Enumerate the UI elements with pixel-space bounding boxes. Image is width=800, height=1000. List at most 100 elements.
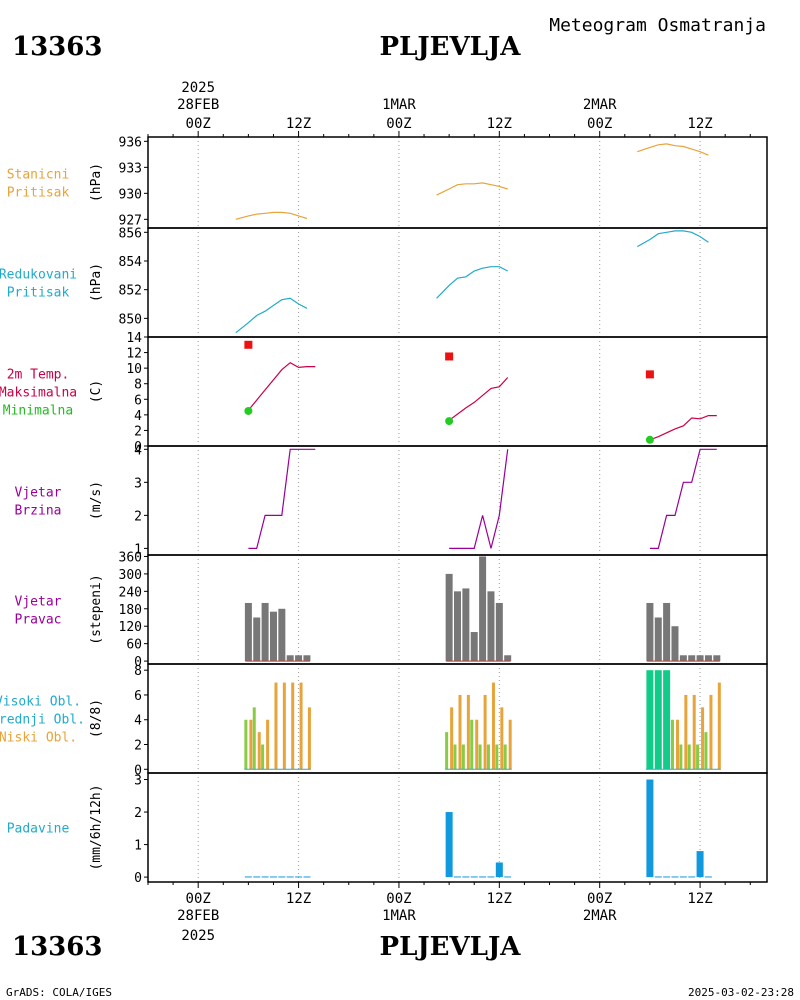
precipitation-bar — [487, 876, 495, 878]
y-tick-label: 0 — [134, 763, 142, 778]
max-temp-marker — [645, 370, 654, 379]
wind-direction-bar — [244, 602, 252, 662]
y-tick-label: 4 — [134, 714, 142, 729]
cloud-bar — [701, 707, 705, 770]
cloud-bar — [244, 719, 248, 770]
wind-direction-bar — [688, 655, 696, 662]
panel-title-line: Redukovani — [0, 268, 77, 283]
top-hour-label: 12Z — [687, 116, 712, 132]
cloud-bar — [257, 732, 261, 770]
y-tick-label: 0 — [134, 440, 142, 455]
y-tick-label: 3 — [134, 476, 142, 491]
panel-frame — [147, 663, 768, 774]
y-tick-label: 936 — [119, 135, 142, 150]
wind-direction-bar — [654, 617, 662, 662]
y-tick-label: 4 — [134, 409, 142, 424]
max-temp-marker — [244, 340, 253, 349]
cloud-bar — [646, 670, 654, 770]
wind-direction-bar — [454, 591, 461, 662]
cloud-bar — [692, 694, 696, 770]
y-tick-label: 0 — [134, 871, 142, 886]
y-tick-label: 852 — [119, 284, 142, 299]
cloud-bar — [500, 707, 504, 770]
wind-direction-bar — [696, 655, 704, 662]
bottom-date-label: 1MAR — [382, 908, 416, 924]
top-date-label: 1MAR — [382, 97, 416, 113]
series-line — [637, 143, 709, 156]
panel-title-line: Visoki Obl. — [0, 695, 81, 710]
wind-direction-bar — [679, 655, 687, 662]
y-tick-label: 180 — [119, 603, 142, 618]
wind-direction-bar — [495, 602, 503, 662]
panel-station_pressure: 927 930 933 936 (hPa) Stanicni Pritisak — [7, 135, 768, 229]
wind-direction-bar — [303, 655, 311, 662]
series-line — [248, 448, 316, 550]
top-hour-label: 00Z — [386, 116, 411, 132]
panel-title-line: 2m Temp. — [7, 368, 70, 383]
cloud-bar — [670, 719, 674, 770]
meteogram-panels: 927930933936(hPa)StanicniPritisak8508528… — [0, 135, 768, 886]
precipitation-bar — [646, 779, 654, 878]
cloud-bar — [274, 682, 278, 770]
wind-direction-bar — [646, 602, 654, 662]
series-line — [436, 182, 508, 196]
station-id-bottom: 13363 — [12, 932, 102, 962]
y-tick-label: 8 — [134, 664, 142, 679]
y-tick-label: 60 — [126, 638, 142, 653]
top-year-label: 2025 — [181, 80, 215, 96]
min-temp-marker — [445, 417, 454, 426]
y-tick-label: 2 — [134, 424, 142, 439]
y-tick-label: 360 — [119, 550, 142, 565]
wind-direction-bar — [470, 632, 478, 662]
y-axis-label: (C) — [89, 380, 104, 403]
wind-direction-bar — [445, 573, 453, 662]
y-tick-label: 6 — [134, 393, 142, 408]
y-tick-label: 120 — [119, 620, 142, 635]
y-tick-label: 3 — [134, 774, 142, 789]
wind-direction-bar — [704, 655, 712, 662]
panel-frame — [147, 445, 768, 556]
y-tick-label: 927 — [119, 213, 142, 228]
y-tick-label: 0 — [134, 655, 142, 670]
cloud-bar — [654, 670, 662, 770]
precipitation-bar — [679, 876, 687, 878]
series-line — [235, 297, 308, 334]
precipitation-bar — [261, 876, 269, 878]
panel-wind_direction: 0 60 120 180 240 300 360 (stepeni) Vjetar Pravac — [15, 550, 768, 670]
station-id-top: 13363 — [12, 32, 102, 62]
bottom-hour-label: 00Z — [386, 891, 411, 907]
panel-title-line: Maksimalna — [0, 386, 77, 401]
y-axis-label: (m/s) — [89, 481, 104, 520]
series-line — [448, 377, 509, 421]
precipitation-bar — [445, 812, 453, 878]
cloud-bar — [704, 732, 708, 770]
panel-clouds: 0 2 4 6 8 (8/8) Visoki Obl. Srednji Obl. Niski O… — [0, 663, 768, 778]
panel-frame — [147, 772, 768, 883]
cloud-bar — [282, 682, 286, 770]
panel-wind_speed: 1 2 3 4 (m/s) Vjetar Brzina — [15, 443, 768, 557]
panel-title-line: Minimalna — [3, 404, 73, 419]
station-name-top: PLJEVLJA — [380, 32, 522, 62]
precipitation-bar — [454, 876, 461, 878]
cloud-bar — [687, 744, 691, 770]
generated-timestamp: 2025-03-02-23:28 — [688, 986, 794, 999]
panel-title-line: Niski Obl. — [0, 731, 77, 746]
y-tick-label: 1 — [134, 542, 142, 557]
y-tick-label: 2 — [134, 739, 142, 754]
y-tick-label: 12 — [126, 347, 142, 362]
precipitation-bar — [504, 876, 512, 878]
wind-direction-bar — [462, 588, 470, 662]
cloud-bar — [478, 744, 482, 770]
panel-reduced_pressure: 850 852 854 856 (hPa) Redukovani Pritisak — [0, 226, 768, 338]
wind-direction-bar — [253, 617, 261, 662]
series-line — [637, 230, 709, 248]
wind-direction-bar — [269, 611, 277, 662]
cloud-bar — [508, 719, 512, 770]
precipitation-bar — [663, 876, 671, 878]
cloud-bar — [445, 732, 449, 770]
bottom-year-label: 2025 — [181, 928, 215, 944]
y-tick-label: 6 — [134, 689, 142, 704]
cloud-bar — [299, 682, 303, 770]
precipitation-bar — [479, 876, 487, 878]
